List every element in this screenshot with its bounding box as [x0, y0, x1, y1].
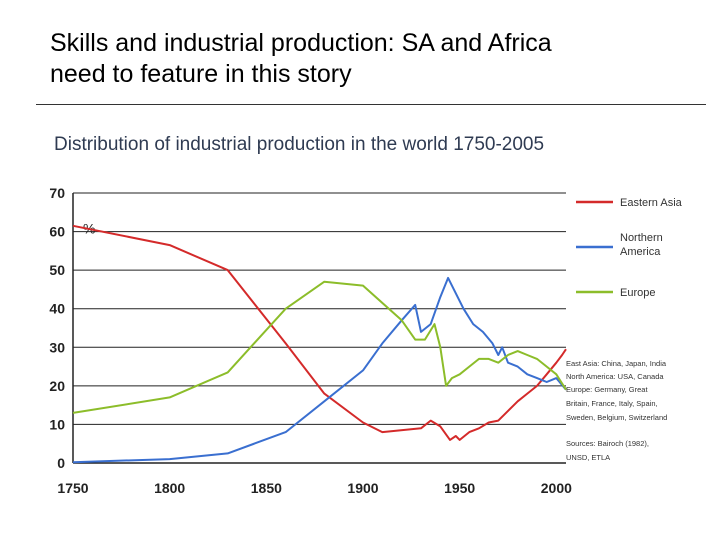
source-note-4: Britain, France, Italy, Spain, — [566, 399, 658, 408]
x-tick-label-1800: 1800 — [154, 480, 185, 496]
y-tick-label-30: 30 — [49, 339, 65, 355]
legend: Eastern Asia Northern America Europe — [576, 197, 683, 299]
x-tick-label-1900: 1900 — [347, 480, 378, 496]
legend-label-northern-america-line-1: Northern — [620, 232, 663, 244]
slide-title: Skills and industrial production: SA and… — [50, 28, 690, 90]
y-tick-label-0: 0 — [57, 455, 65, 471]
series-line-europe — [72, 280, 567, 414]
industrial-production-chart: Distribution of industrial production in… — [49, 134, 683, 496]
series-line-eastern-asia — [72, 224, 567, 441]
slide-title-line-1: Skills and industrial production: SA and… — [50, 29, 552, 57]
source-note-2: North America: USA, Canada — [566, 372, 664, 381]
x-tick-label-1750: 1750 — [57, 480, 88, 496]
y-tick-label-20: 20 — [49, 378, 65, 394]
y-tick-label-60: 60 — [49, 224, 65, 240]
chart-title: Distribution of industrial production in… — [54, 134, 544, 155]
series-line-northern-america — [72, 276, 567, 464]
source-note-7: UNSD, ETLA — [566, 453, 610, 462]
series-lines — [72, 224, 567, 464]
legend-label-europe: Europe — [620, 287, 655, 299]
x-tick-label-2000: 2000 — [541, 480, 572, 496]
source-note-5: Sweden, Belgium, Switzerland — [566, 413, 667, 422]
source-note-1: East Asia: China, Japan, India — [566, 359, 667, 368]
chart-container: Distribution of industrial production in… — [36, 114, 706, 510]
grid-lines — [73, 192, 566, 425]
slide-title-line-2: need to feature in this story — [50, 60, 352, 88]
title-divider — [36, 104, 706, 105]
y-tick-label-70: 70 — [49, 185, 65, 201]
y-tick-label-40: 40 — [49, 301, 65, 317]
legend-label-northern-america-line-2: America — [620, 246, 661, 258]
x-tick-label-1850: 1850 — [251, 480, 282, 496]
source-note-6: Sources: Bairoch (1982), — [566, 439, 649, 448]
y-tick-label-10: 10 — [49, 416, 65, 432]
legend-label-eastern-asia: Eastern Asia — [620, 197, 683, 209]
x-tick-label-1950: 1950 — [444, 480, 475, 496]
source-notes: East Asia: China, Japan, India North Amer… — [566, 359, 667, 462]
y-tick-label-50: 50 — [49, 262, 65, 278]
source-note-3: Europe: Germany, Great — [566, 385, 648, 394]
